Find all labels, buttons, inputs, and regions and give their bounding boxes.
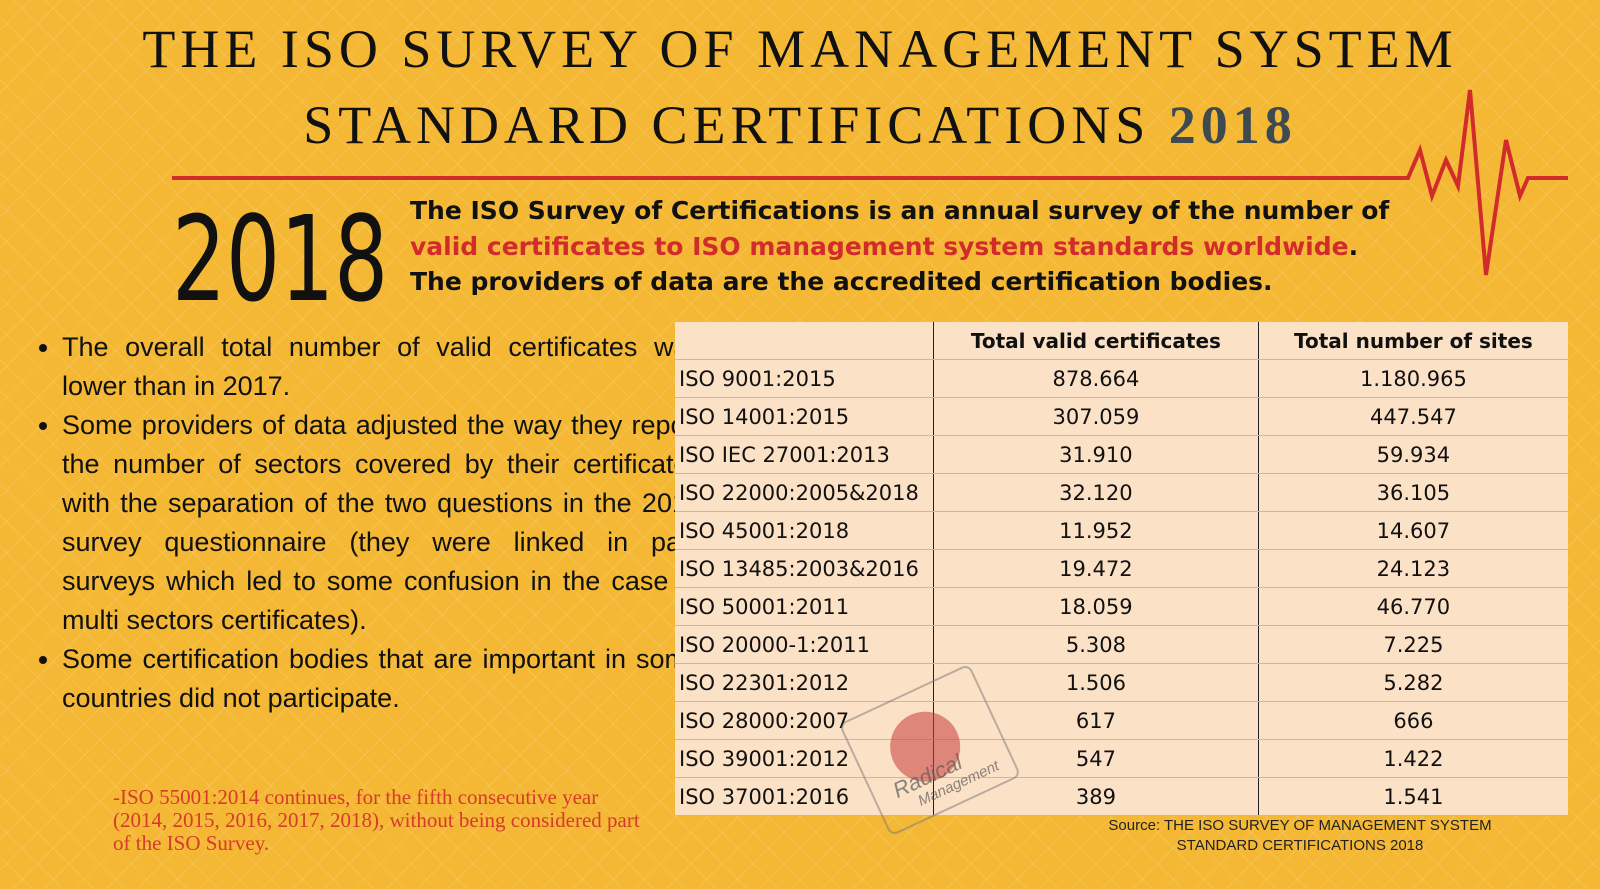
table-cell: 1.506 <box>933 663 1259 702</box>
table-cell: ISO 13485:2003&2016 <box>675 549 934 588</box>
bullet-list: The overall total number of valid certif… <box>30 328 702 718</box>
header-cell <box>675 322 934 360</box>
table-cell: 878.664 <box>933 359 1259 398</box>
table-cell: 307.059 <box>933 397 1259 436</box>
table-cell: ISO 22301:2012 <box>675 663 934 702</box>
table-cell: 5.308 <box>933 625 1259 664</box>
table-row: ISO IEC 27001:2013 31.910 59.934 <box>675 435 1568 474</box>
header-row: Total valid certificates Total number of … <box>675 322 1568 360</box>
table-cell: ISO 20000-1:2011 <box>675 625 934 664</box>
table-cell: 32.120 <box>933 473 1259 512</box>
intro-line: valid certificates to ISO management sys… <box>410 232 1358 261</box>
table: Total valid certificates Total number of … <box>675 322 1568 816</box>
table-cell: 19.472 <box>933 549 1259 588</box>
table-cell: 18.059 <box>933 587 1259 626</box>
source-line: STANDARD CERTIFICATIONS 2018 <box>1176 837 1424 854</box>
table-cell: ISO 9001:2015 <box>675 359 934 398</box>
table-cell: ISO 28000:2007 <box>675 701 934 740</box>
table-cell: ISO IEC 27001:2013 <box>675 435 934 474</box>
table-cell: 447.547 <box>1257 397 1568 436</box>
intro-text: . <box>1348 232 1359 261</box>
table-cell: ISO 45001:2018 <box>675 511 934 550</box>
table-cell: 7.225 <box>1257 625 1568 664</box>
table-cell: 11.952 <box>933 511 1259 550</box>
table-cell: 14.607 <box>1257 511 1568 550</box>
table-row: ISO 22301:2012 1.506 5.282 <box>675 663 1568 702</box>
table-cell: ISO 37001:2016 <box>675 777 934 816</box>
table-cell: ISO 14001:2015 <box>675 397 934 436</box>
table-cell: 1.541 <box>1257 777 1568 816</box>
header-cell: Total number of sites <box>1257 322 1568 360</box>
table-row: ISO 20000-1:2011 5.308 7.225 <box>675 625 1568 664</box>
table-row: ISO 13485:2003&2016 19.472 24.123 <box>675 549 1568 588</box>
table-row: ISO 22000:2005&2018 32.120 36.105 <box>675 473 1568 512</box>
bullet: The overall total number of valid certif… <box>62 328 702 406</box>
heartbeat-line <box>172 89 1568 276</box>
table-cell: ISO 22000:2005&2018 <box>675 473 934 512</box>
source-line: Source: THE ISO SURVEY OF MANAGEMENT SYS… <box>1108 817 1492 834</box>
table-row: ISO 39001:2012 547 1.422 <box>675 739 1568 778</box>
source: Source: THE ISO SURVEY OF MANAGEMENT SYS… <box>1060 816 1540 856</box>
table-row: ISO 9001:2015 878.664 1.180.965 <box>675 359 1568 398</box>
table-cell: 547 <box>933 739 1259 778</box>
note: -ISO 55001:2014 continues, for the fifth… <box>113 785 640 855</box>
table-row: ISO 45001:2018 11.952 14.607 <box>675 511 1568 550</box>
table-row: ISO 28000:2007 617 666 <box>675 701 1568 740</box>
intro-highlight: valid certificates to ISO management sys… <box>410 232 1349 261</box>
intro-line: The providers of data are the accredited… <box>410 267 1273 296</box>
table-cell: 36.105 <box>1257 473 1568 512</box>
table-cell: 1.422 <box>1257 739 1568 778</box>
table-cell: 1.180.965 <box>1257 359 1568 398</box>
table-row: ISO 50001:2011 18.059 46.770 <box>675 587 1568 626</box>
table-cell: 24.123 <box>1257 549 1568 588</box>
table-cell: 666 <box>1257 701 1568 740</box>
table-cell: 5.282 <box>1257 663 1568 702</box>
title-year: 2018 <box>1168 95 1297 155</box>
table-cell: 389 <box>933 777 1259 816</box>
title-text: STANDARD CERTIFICATIONS <box>303 95 1151 155</box>
big-year: 2018 <box>172 190 389 328</box>
title-line: THE ISO SURVEY OF MANAGEMENT SYSTEM <box>142 19 1458 79</box>
bullet: Some certification bodies that are impor… <box>62 640 702 718</box>
table-row: ISO 14001:2015 307.059 447.547 <box>675 397 1568 436</box>
title-line: STANDARD CERTIFICATIONS 2018 <box>0 94 1600 156</box>
intro-line: The ISO Survey of Certifications is an a… <box>410 196 1390 225</box>
bullet: Some providers of data adjusted the way … <box>62 406 702 640</box>
header-cell: Total valid certificates <box>933 322 1259 360</box>
table-cell: ISO 50001:2011 <box>675 587 934 626</box>
table-cell: 46.770 <box>1257 587 1568 626</box>
table-cell: 617 <box>933 701 1259 740</box>
table-row: ISO 37001:2016 389 1.541 <box>675 777 1568 816</box>
table-cell: 59.934 <box>1257 435 1568 474</box>
table-cell: 31.910 <box>933 435 1259 474</box>
